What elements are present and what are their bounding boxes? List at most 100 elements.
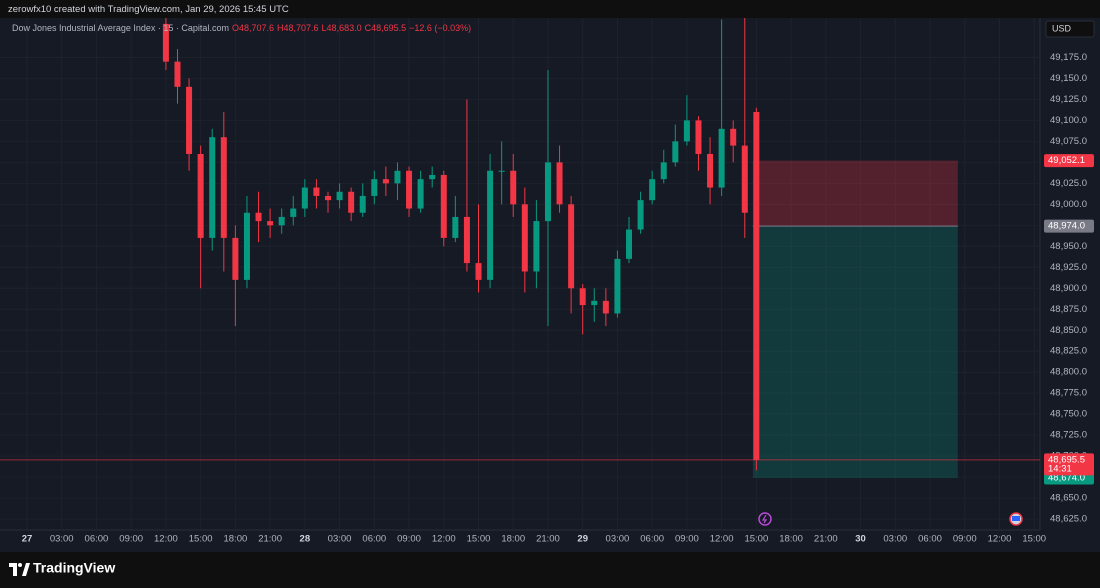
candle-body bbox=[602, 300, 609, 314]
countdown-label: 14:31 bbox=[1048, 463, 1072, 474]
x-tick-label: 03:00 bbox=[50, 534, 74, 545]
last-price-label: 48,695.5 bbox=[1048, 454, 1085, 465]
chart-background bbox=[0, 18, 1100, 552]
candle-body bbox=[579, 288, 586, 306]
x-tick-label: 15:00 bbox=[1022, 534, 1046, 545]
currency-label: USD bbox=[1052, 23, 1072, 33]
candle-body bbox=[348, 191, 355, 213]
candle-body bbox=[371, 179, 378, 196]
candle-body bbox=[440, 174, 447, 238]
candle-body bbox=[394, 170, 401, 184]
candle-body bbox=[510, 170, 517, 205]
x-tick-label: 15:00 bbox=[467, 534, 491, 545]
candle-body bbox=[220, 137, 227, 238]
last-price-tag bbox=[1044, 453, 1094, 476]
x-tick-label: 21:00 bbox=[814, 534, 838, 545]
candle-body bbox=[556, 162, 563, 205]
candle-body bbox=[637, 200, 644, 230]
candle-body bbox=[162, 23, 169, 62]
candle-body bbox=[406, 170, 413, 209]
x-tick-label: 12:00 bbox=[988, 534, 1012, 545]
x-tick-label: 12:00 bbox=[432, 534, 456, 545]
x-tick-label: 09:00 bbox=[397, 534, 421, 545]
candles bbox=[162, 18, 760, 471]
x-tick-label: 12:00 bbox=[154, 534, 178, 545]
candle-body bbox=[568, 204, 575, 289]
candle-body bbox=[313, 187, 320, 196]
candle-body bbox=[417, 179, 424, 209]
x-tick-label: 06:00 bbox=[85, 534, 109, 545]
candle-body bbox=[672, 141, 679, 163]
credit: zerowfx10 created with TradingView.com, … bbox=[8, 4, 289, 15]
y-tick-label: 49,075.0 bbox=[1050, 136, 1087, 147]
candle-body bbox=[290, 208, 297, 217]
candle-body bbox=[660, 162, 667, 180]
y-tick-label: 49,100.0 bbox=[1050, 115, 1087, 126]
event-icon[interactable] bbox=[758, 512, 772, 526]
x-tick-label: 18:00 bbox=[779, 534, 803, 545]
x-tick-label: 09:00 bbox=[675, 534, 699, 545]
candle-body bbox=[452, 216, 459, 238]
y-tick-label: 48,925.0 bbox=[1050, 262, 1087, 273]
symbol: Dow Jones Industrial Average Index · 15 … bbox=[12, 23, 229, 33]
symbol-legend: Dow Jones Industrial Average Index · 15 … bbox=[12, 23, 471, 33]
candle-body bbox=[186, 86, 193, 154]
candle-body bbox=[197, 153, 204, 238]
x-tick-label: 18:00 bbox=[223, 534, 247, 545]
x-tick-label: 09:00 bbox=[953, 534, 977, 545]
y-tick-label: 48,825.0 bbox=[1050, 346, 1087, 357]
candle-body bbox=[533, 221, 540, 272]
x-tick-label: 12:00 bbox=[710, 534, 734, 545]
candle-body bbox=[695, 120, 702, 154]
entry-label: 48,974.0 bbox=[1048, 221, 1085, 232]
candle-body bbox=[718, 128, 725, 188]
x-tick-label: 03:00 bbox=[328, 534, 352, 545]
candle-body bbox=[475, 263, 482, 280]
currency-button[interactable] bbox=[1045, 20, 1095, 38]
x-tick-label: 03:00 bbox=[606, 534, 630, 545]
candle-body bbox=[243, 212, 250, 280]
candle-body bbox=[730, 128, 737, 146]
x-tick-label: 30 bbox=[855, 534, 866, 545]
y-tick-label: 48,750.0 bbox=[1050, 409, 1087, 420]
x-tick-label: 03:00 bbox=[883, 534, 907, 545]
x-tick-label: 06:00 bbox=[640, 534, 664, 545]
y-tick-label: 48,850.0 bbox=[1050, 325, 1087, 336]
x-tick-label: 06:00 bbox=[918, 534, 942, 545]
candle-body bbox=[544, 162, 551, 222]
x-tick-label: 28 bbox=[300, 534, 311, 545]
y-tick-label: 48,725.0 bbox=[1050, 430, 1087, 441]
brand-name: TradingView bbox=[33, 560, 115, 576]
x-tick-label: 21:00 bbox=[258, 534, 282, 545]
x-tick-label: 15:00 bbox=[744, 534, 768, 545]
brand-logo bbox=[9, 563, 30, 576]
candle-body bbox=[209, 137, 216, 238]
position-tool bbox=[0, 160, 1040, 478]
y-tick-label: 49,125.0 bbox=[1050, 94, 1087, 105]
candle-body bbox=[174, 61, 181, 87]
stop-label: 49,052.1 bbox=[1048, 155, 1085, 166]
flag-icon[interactable] bbox=[1009, 512, 1023, 526]
stop-zone bbox=[752, 160, 958, 227]
candle-body bbox=[255, 212, 262, 222]
candle-body bbox=[336, 191, 343, 201]
candle-body bbox=[707, 153, 714, 188]
x-tick-label: 06:00 bbox=[362, 534, 386, 545]
y-tick-label: 49,025.0 bbox=[1050, 178, 1087, 189]
x-tick-label: 27 bbox=[22, 534, 33, 545]
candle-body bbox=[649, 179, 656, 201]
y-tick-label: 48,625.0 bbox=[1050, 514, 1087, 525]
candle-body bbox=[683, 120, 690, 142]
y-tick-label: 48,900.0 bbox=[1050, 283, 1087, 294]
candle-body bbox=[463, 216, 470, 264]
candle-body bbox=[278, 216, 285, 226]
candle-body bbox=[753, 112, 760, 460]
ohlc-change: −12.6 (−0.03%) bbox=[409, 23, 472, 33]
candle-body bbox=[626, 229, 633, 259]
y-tick-label: 49,000.0 bbox=[1050, 199, 1087, 210]
y-tick-label: 48,875.0 bbox=[1050, 304, 1087, 315]
stop-tag bbox=[1044, 154, 1094, 168]
candle-body bbox=[591, 300, 598, 306]
